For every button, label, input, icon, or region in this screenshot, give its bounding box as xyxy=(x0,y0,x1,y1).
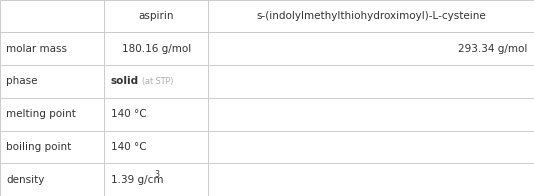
Text: 3: 3 xyxy=(154,170,159,179)
Text: (at STP): (at STP) xyxy=(137,77,174,86)
Text: density: density xyxy=(6,175,45,185)
Text: phase: phase xyxy=(6,76,38,86)
Text: s-(indolylmethylthiohydroximoyl)-L-cysteine: s-(indolylmethylthiohydroximoyl)-L-cyste… xyxy=(256,11,486,21)
Text: 1.39 g/cm: 1.39 g/cm xyxy=(111,175,163,185)
Text: aspirin: aspirin xyxy=(138,11,174,21)
Text: 140 °C: 140 °C xyxy=(111,109,146,119)
Text: 293.34 g/mol: 293.34 g/mol xyxy=(458,44,528,54)
Text: 140 °C: 140 °C xyxy=(111,142,146,152)
Text: molar mass: molar mass xyxy=(6,44,67,54)
Text: boiling point: boiling point xyxy=(6,142,72,152)
Text: solid: solid xyxy=(111,76,139,86)
Text: 180.16 g/mol: 180.16 g/mol xyxy=(122,44,191,54)
Text: melting point: melting point xyxy=(6,109,76,119)
